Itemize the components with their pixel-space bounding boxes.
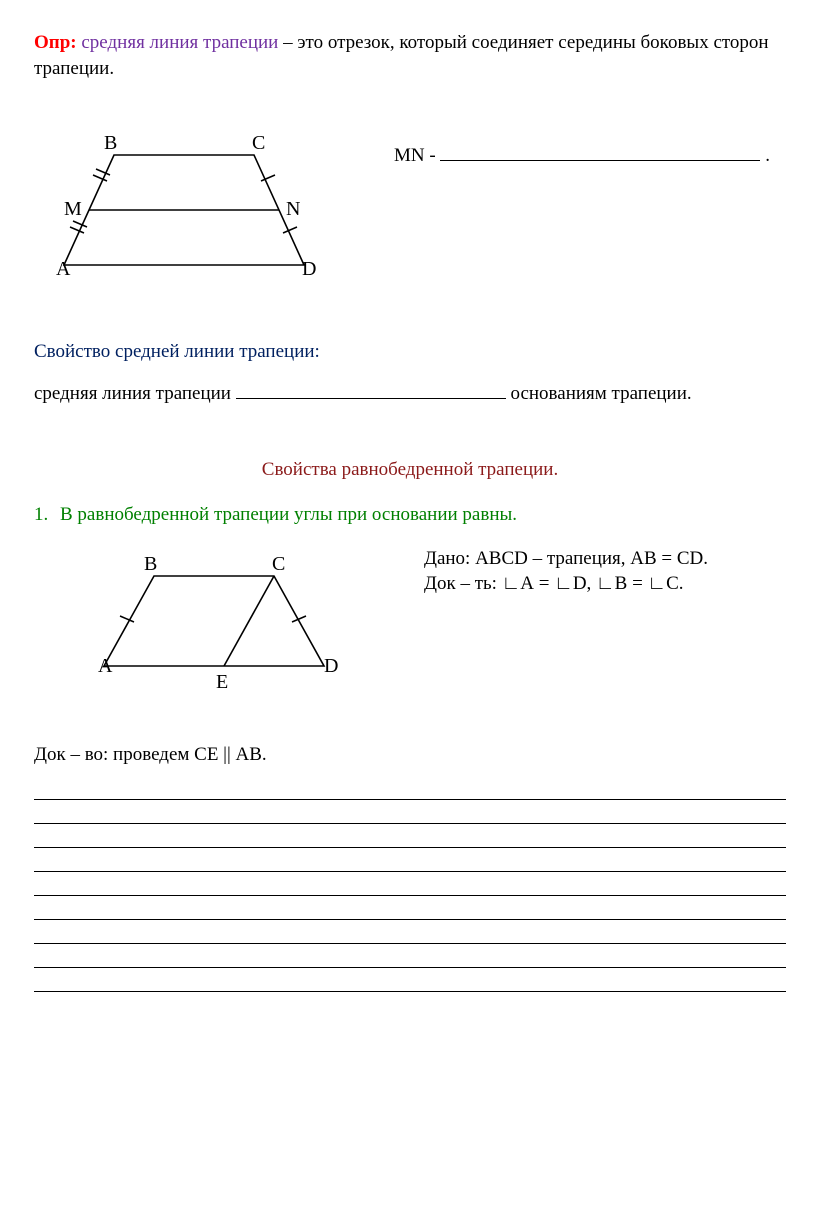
label2-D: D <box>324 655 338 677</box>
definition-block: Опр: средняя линия трапеции – это отрезо… <box>34 30 786 81</box>
label-D: D <box>302 258 316 280</box>
proof-blank-lines <box>34 779 786 992</box>
def-tag: Опр: <box>34 32 77 53</box>
label-N: N <box>286 198 300 220</box>
isotrap-heading: Свойства равнобедренной трапеции. <box>34 457 786 483</box>
label2-E: E <box>216 671 228 693</box>
figure-trapezoid-mn: A B C D M N <box>34 115 324 301</box>
label2-B: B <box>144 553 157 575</box>
figure-trapezoid-ce: A B C D E <box>64 546 354 702</box>
label-B: B <box>104 132 117 154</box>
label-C: C <box>252 132 265 154</box>
label2-C: C <box>272 553 285 575</box>
isotrap-item1: 1. В равнобедренной трапеции углы при ос… <box>34 502 786 528</box>
property-blank <box>236 379 506 399</box>
mn-prefix: MN - <box>394 145 440 166</box>
item1-num: 1. <box>34 502 60 528</box>
label2-A: A <box>98 655 113 677</box>
given-text: Дано: ABCD – трапеция, АВ = СD. <box>424 546 786 572</box>
mn-suffix: . <box>765 145 770 166</box>
prove-text: Док – ть: ∟А = ∟D, ∟В = ∟С. <box>424 571 786 597</box>
property-pre: средняя линия трапеции <box>34 383 236 404</box>
def-term: средняя линия трапеции <box>81 32 278 53</box>
property-post: основаниям трапеции. <box>510 383 691 404</box>
item1-text: В равнобедренной трапеции углы при основ… <box>60 502 517 528</box>
mn-blank <box>440 141 760 161</box>
property-line: средняя линия трапеции основаниям трапец… <box>34 379 786 407</box>
proof-label: Док – во: проведем СЕ || AB. <box>34 742 786 768</box>
property-heading: Свойство средней линии трапеции: <box>34 339 786 365</box>
label-A: A <box>56 258 71 280</box>
label-M: M <box>64 198 82 220</box>
